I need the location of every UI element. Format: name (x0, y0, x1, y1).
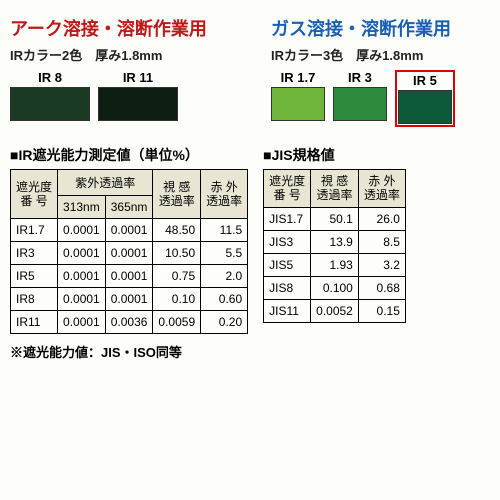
arc-welding-subtitle: IRカラー2色 厚み1.8mm (10, 45, 251, 64)
table-row: IR80.00010.00010.100.60 (11, 288, 248, 311)
color-swatch (398, 90, 452, 124)
table-row: IR30.00010.000110.505.5 (11, 242, 248, 265)
swatch-IR3: IR 3 (333, 70, 387, 127)
color-swatch (333, 87, 387, 121)
jis-table-title: ■JIS規格値 (263, 145, 406, 165)
table-row: JIS313.98.5 (264, 230, 406, 253)
swatch-IR11: IR 11 (98, 70, 178, 121)
gas-swatches: IR 1.7 IR 3 IR 5 (271, 70, 490, 127)
color-swatch (271, 87, 325, 121)
color-swatch (98, 87, 178, 121)
swatch-IR1.7: IR 1.7 (271, 70, 325, 127)
table-row: JIS51.933.2 (264, 253, 406, 276)
color-swatch (10, 87, 90, 121)
arc-welding-title: アーク溶接・溶断作業用 (10, 15, 251, 41)
swatch-label: IR 1.7 (271, 70, 325, 85)
right-header: ガス溶接・溶断作業用 IRカラー3色 厚み1.8mm IR 1.7IR 3IR … (271, 15, 490, 127)
header-row: アーク溶接・溶断作業用 IRカラー2色 厚み1.8mm IR 8 IR 11 ガス… (10, 15, 490, 127)
jis-table: 遮光度番 号視 感透過率赤 外透過率JIS1.750.126.0JIS313.9… (263, 169, 406, 323)
table-row: IR110.00010.00360.00590.20 (11, 311, 248, 334)
swatch-label: IR 8 (10, 70, 90, 85)
footnote: ※遮光能力値：JIS・ISO同等 (10, 342, 490, 361)
swatch-label: IR 3 (333, 70, 387, 85)
swatch-IR5: IR 5 (395, 70, 455, 127)
ir-table-title: ■IR遮光能力測定値（単位%） (10, 145, 248, 165)
ir-table: 遮光度番 号紫外透過率視 感透過率赤 外透過率313nm365nmIR1.70.… (10, 169, 248, 334)
table-row: IR1.70.00010.000148.5011.5 (11, 219, 248, 242)
table-row: JIS1.750.126.0 (264, 207, 406, 230)
table-row: IR50.00010.00010.752.0 (11, 265, 248, 288)
swatch-label: IR 5 (398, 73, 452, 88)
swatch-label: IR 11 (98, 70, 178, 85)
jis-table-block: ■JIS規格値 遮光度番 号視 感透過率赤 外透過率JIS1.750.126.0… (263, 133, 406, 323)
swatch-IR8: IR 8 (10, 70, 90, 121)
gas-welding-subtitle: IRカラー3色 厚み1.8mm (271, 45, 490, 64)
table-row: JIS80.1000.68 (264, 276, 406, 299)
table-row: JIS110.00520.15 (264, 299, 406, 322)
left-header: アーク溶接・溶断作業用 IRカラー2色 厚み1.8mm IR 8 IR 11 (10, 15, 251, 127)
tables-row: ■IR遮光能力測定値（単位%） 遮光度番 号紫外透過率視 感透過率赤 外透過率3… (10, 133, 490, 334)
ir-table-block: ■IR遮光能力測定値（単位%） 遮光度番 号紫外透過率視 感透過率赤 外透過率3… (10, 133, 248, 334)
arc-swatches: IR 8 IR 11 (10, 70, 251, 121)
gas-welding-title: ガス溶接・溶断作業用 (271, 15, 490, 41)
